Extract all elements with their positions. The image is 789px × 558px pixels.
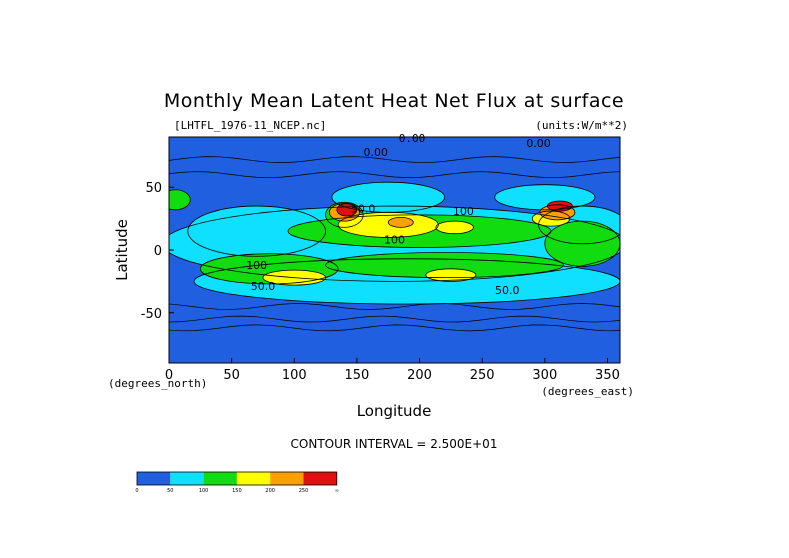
- zonal-contour-line: [169, 324, 620, 332]
- units-label: (units:W/m**2): [535, 119, 628, 132]
- contour-line: [193, 258, 620, 305]
- flux-region-level-3: [425, 268, 476, 282]
- contour-line: [325, 252, 565, 279]
- zonal-contour-line: [169, 315, 620, 323]
- contour-line: [169, 205, 620, 282]
- x-tick-label: 350: [595, 368, 620, 383]
- flux-region-level-1: [331, 182, 445, 213]
- colorbar-label: 0: [135, 488, 138, 494]
- contour-label: 50.0: [251, 280, 276, 293]
- contour-line: [538, 205, 620, 245]
- y-axis-label: Latitude: [113, 219, 131, 281]
- contour-line: [387, 216, 414, 228]
- contour-label: 100: [453, 205, 474, 218]
- flux-region-level-4: [388, 217, 414, 228]
- contour-line: [199, 253, 339, 285]
- x-tick-label: 200: [407, 368, 432, 383]
- x-unit-label: (degrees_east): [541, 385, 634, 398]
- zonal-contour-line: [169, 303, 620, 310]
- colorbar-label: ∞: [335, 488, 339, 494]
- contour-line: [539, 204, 576, 221]
- chart-title: Monthly Mean Latent Heat Net Flux at sur…: [164, 90, 624, 112]
- contour-line: [494, 184, 596, 211]
- contour-line: [325, 201, 364, 228]
- colorbar-label: 200: [265, 488, 275, 494]
- colorbar-swatch: [303, 472, 337, 485]
- y-axis-ticks: -50 0 50: [141, 181, 174, 322]
- colorbar-label: 100: [199, 488, 209, 494]
- x-tick-label: 150: [345, 368, 370, 383]
- colorbar-label: 50: [167, 488, 173, 494]
- flux-region-level-3: [338, 212, 439, 238]
- colorbar-label: 250: [299, 488, 309, 494]
- contour-line: [425, 268, 477, 282]
- contour-label: 0.00: [526, 137, 551, 150]
- colorbar-swatch: [203, 472, 237, 485]
- colorbar-swatch: [270, 472, 304, 485]
- contour-line: [546, 200, 573, 212]
- colorbar-swatch: [137, 472, 171, 485]
- y-tick-label: 0: [154, 244, 162, 259]
- x-tick-label: 300: [532, 368, 557, 383]
- contour-line: [531, 210, 571, 227]
- contour-line: [544, 220, 620, 267]
- x-tick-label: 50: [223, 368, 240, 383]
- contour-interval-text: CONTOUR INTERVAL = 2.500E+01: [291, 437, 498, 451]
- contour-line: [187, 205, 326, 257]
- contour-label: 50.0: [351, 202, 376, 215]
- contour-label: 50.0: [495, 284, 520, 297]
- colorbar: 0 50 100 150 200 250 ∞: [135, 471, 339, 494]
- contour-label: 100: [246, 259, 267, 272]
- y-tick-label: -50: [141, 307, 162, 322]
- file-label: [LHTFL_1976-11_NCEP.nc]: [174, 119, 326, 132]
- colorbar-swatch: [236, 472, 271, 485]
- plot-area: 0.00 0.00 50.0 100 100 100 50.0 50.0: [169, 137, 620, 363]
- top-contour-label: 0.00: [399, 132, 426, 145]
- contour-label: 100: [384, 234, 405, 247]
- contour-labels-layer: 0.00 0.00 50.0 100 100 100 50.0 50.0: [246, 137, 551, 297]
- colorbar-frame: [136, 471, 338, 486]
- contour-line: [262, 269, 326, 286]
- flux-region-level-2: [169, 189, 191, 210]
- contour-line: [435, 220, 474, 235]
- x-tick-label: 0: [165, 368, 173, 383]
- zonal-contour-line: [169, 156, 620, 163]
- y-tick-label: 50: [145, 181, 162, 196]
- x-tick-label: 250: [470, 368, 495, 383]
- contour-line: [169, 189, 191, 211]
- colorbar-label: 150: [232, 488, 242, 494]
- contour-line: [337, 211, 439, 238]
- flux-region-level-3: [435, 221, 474, 234]
- x-axis-ticks: 0 50 100 150 200 250 300 350: [165, 358, 620, 383]
- x-tick-label: 100: [282, 368, 307, 383]
- contour-line: [336, 203, 358, 217]
- colorbar-swatch: [170, 472, 204, 485]
- zonal-contour-line: [169, 171, 620, 179]
- contour-lines-layer: [169, 156, 620, 332]
- contour-label: 0.00: [363, 146, 388, 159]
- x-axis-label: Longitude: [357, 402, 432, 420]
- y-unit-label: (degrees_north): [108, 377, 207, 390]
